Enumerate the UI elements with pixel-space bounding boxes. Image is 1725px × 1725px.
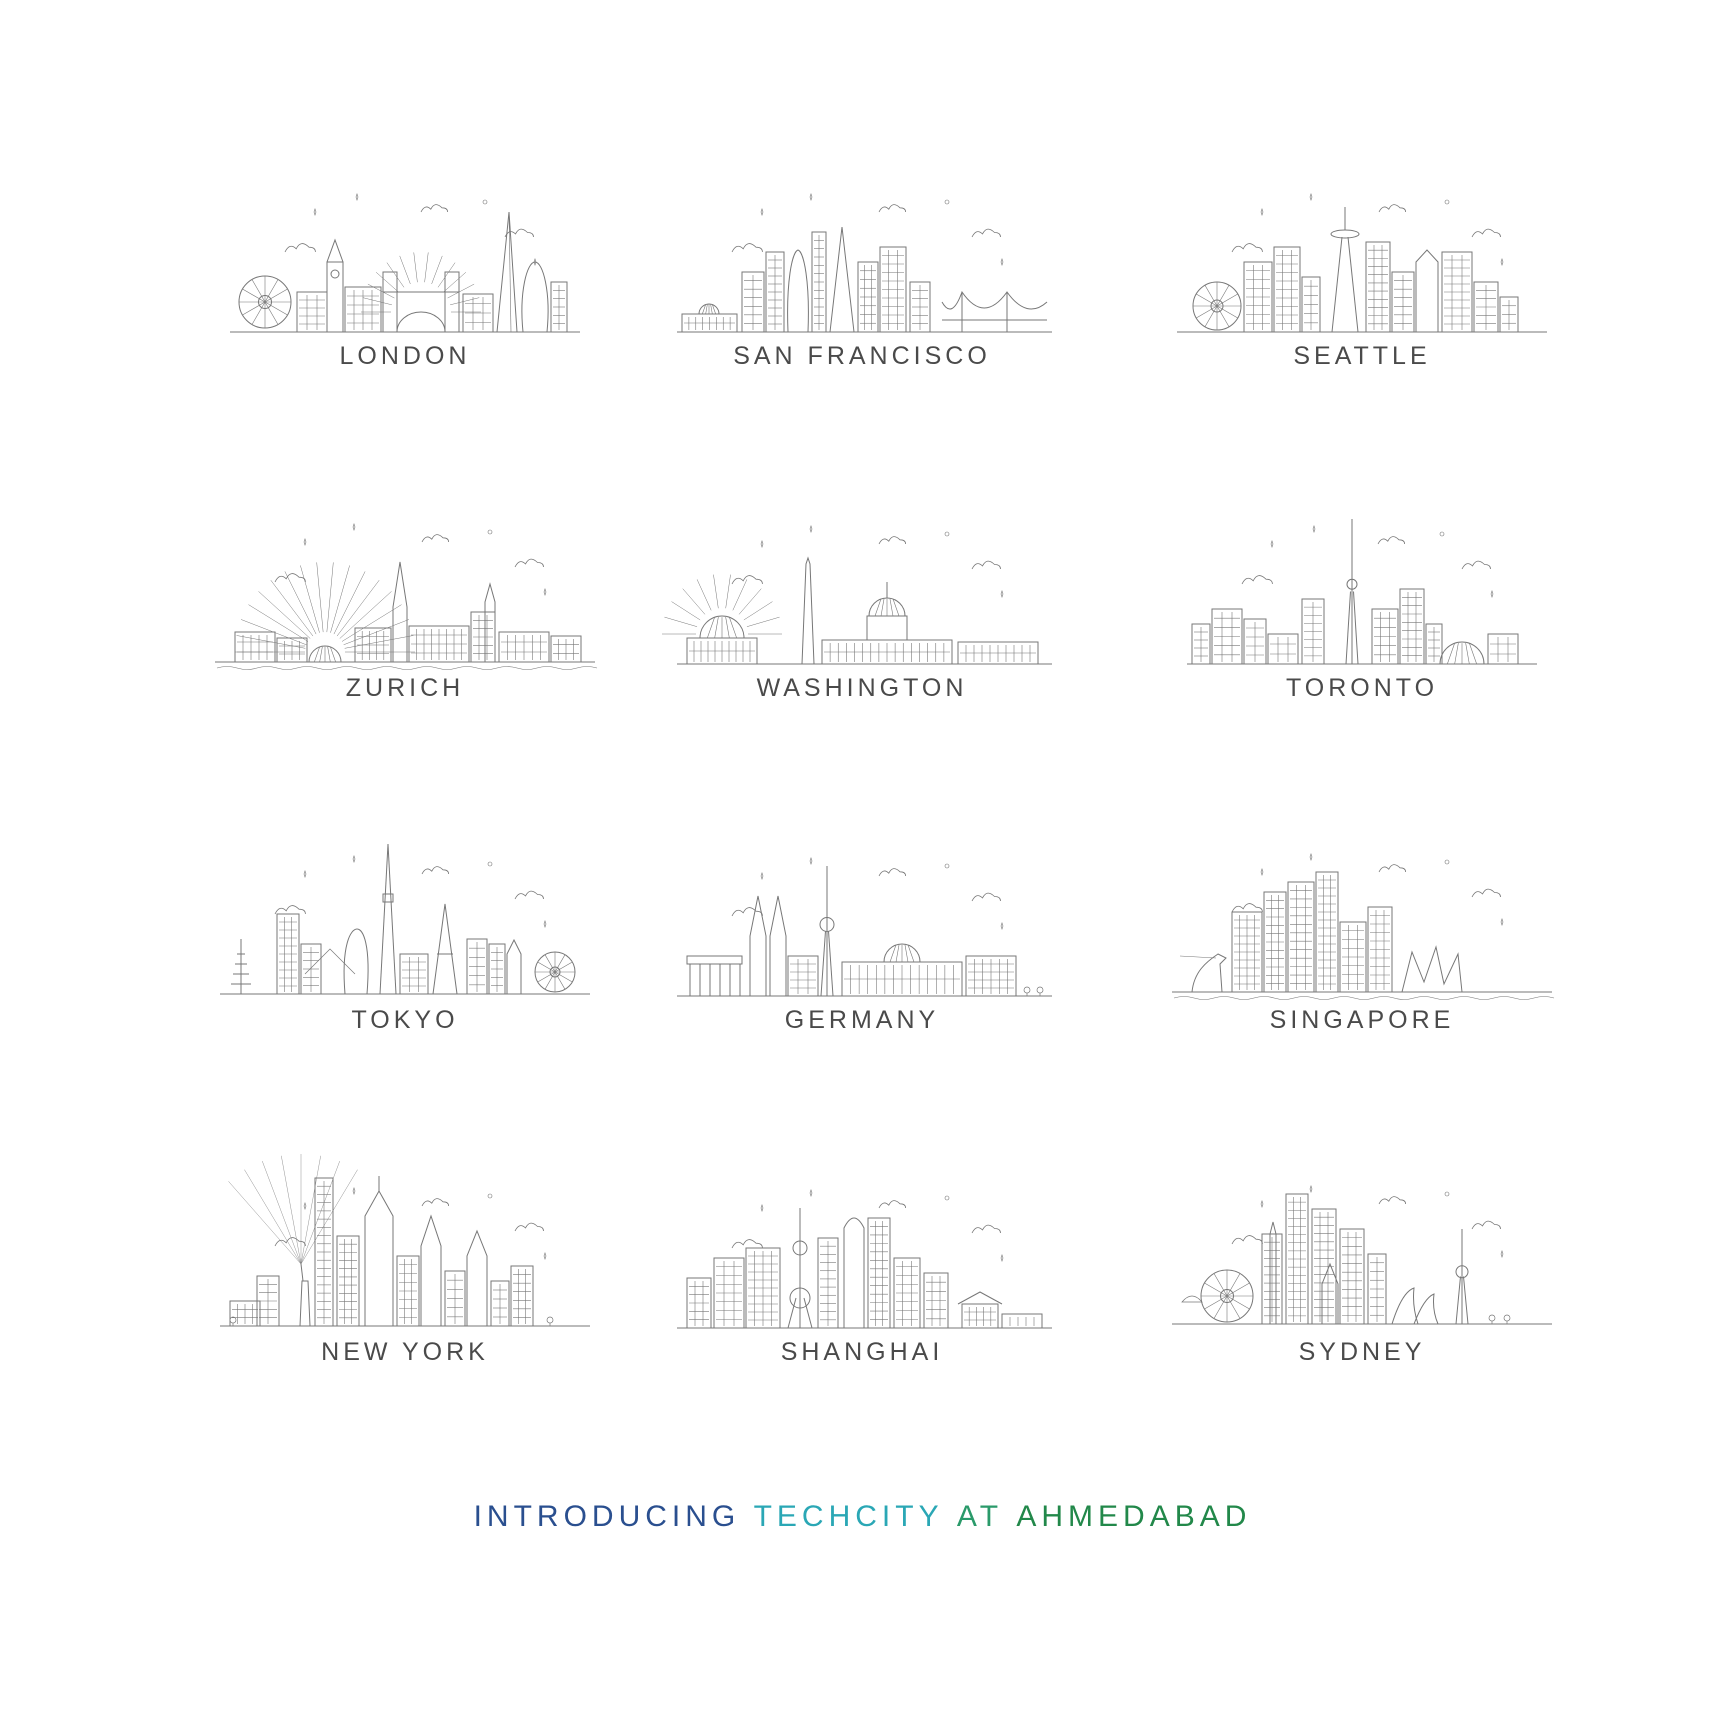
city-label: SYDNEY — [1298, 1338, 1426, 1366]
zurich-skyline-icon — [205, 532, 605, 702]
city-card-tokyo: TOKYO — [205, 864, 605, 1084]
city-card-seattle: SEATTLE — [1162, 200, 1562, 420]
city-label: SHANGHAI — [780, 1338, 944, 1366]
tagline: INTRODUCING TECHCITY AT AHMEDABAD — [0, 1500, 1725, 1534]
city-label: LONDON — [339, 342, 471, 370]
shanghai-skyline-icon — [662, 1196, 1062, 1366]
city-card-sydney: SYDNEY — [1162, 1196, 1562, 1416]
city-card-new-york: NEW YORK — [205, 1196, 605, 1416]
city-label: WASHINGTON — [756, 674, 968, 702]
city-card-singapore: SINGAPORE — [1162, 864, 1562, 1084]
tagline-ahmedabad: AHMEDABAD — [1016, 1500, 1252, 1533]
washington-skyline-icon — [662, 532, 1062, 702]
toronto-skyline-icon — [1162, 532, 1562, 702]
city-card-zurich: ZURICH — [205, 532, 605, 752]
city-label: SAN FRANCISCO — [733, 342, 991, 370]
singapore-skyline-icon — [1162, 864, 1562, 1034]
city-card-shanghai: SHANGHAI — [662, 1196, 1062, 1416]
city-label: TOKYO — [351, 1006, 459, 1034]
city-label: SEATTLE — [1293, 342, 1431, 370]
city-card-san-francisco: SAN FRANCISCO — [662, 200, 1062, 420]
city-card-toronto: TORONTO — [1162, 532, 1562, 752]
san-francisco-skyline-icon — [662, 200, 1062, 370]
city-card-london: LONDON — [205, 200, 605, 420]
sydney-skyline-icon — [1162, 1196, 1562, 1366]
city-label: GERMANY — [784, 1006, 940, 1034]
city-card-germany: GERMANY — [662, 864, 1062, 1084]
tagline-at: AT — [956, 1500, 1004, 1533]
germany-skyline-icon — [662, 864, 1062, 1034]
tokyo-skyline-icon — [205, 864, 605, 1034]
london-skyline-icon — [205, 200, 605, 370]
seattle-skyline-icon — [1162, 200, 1562, 370]
city-label: NEW YORK — [321, 1338, 489, 1366]
city-label: TORONTO — [1285, 674, 1439, 702]
city-label: ZURICH — [345, 674, 465, 702]
tagline-techcity: TECHCITY — [753, 1500, 944, 1533]
new-york-skyline-icon — [205, 1196, 605, 1366]
city-card-washington: WASHINGTON — [662, 532, 1062, 752]
tagline-introducing: INTRODUCING — [473, 1500, 741, 1533]
city-label: SINGAPORE — [1269, 1006, 1455, 1034]
